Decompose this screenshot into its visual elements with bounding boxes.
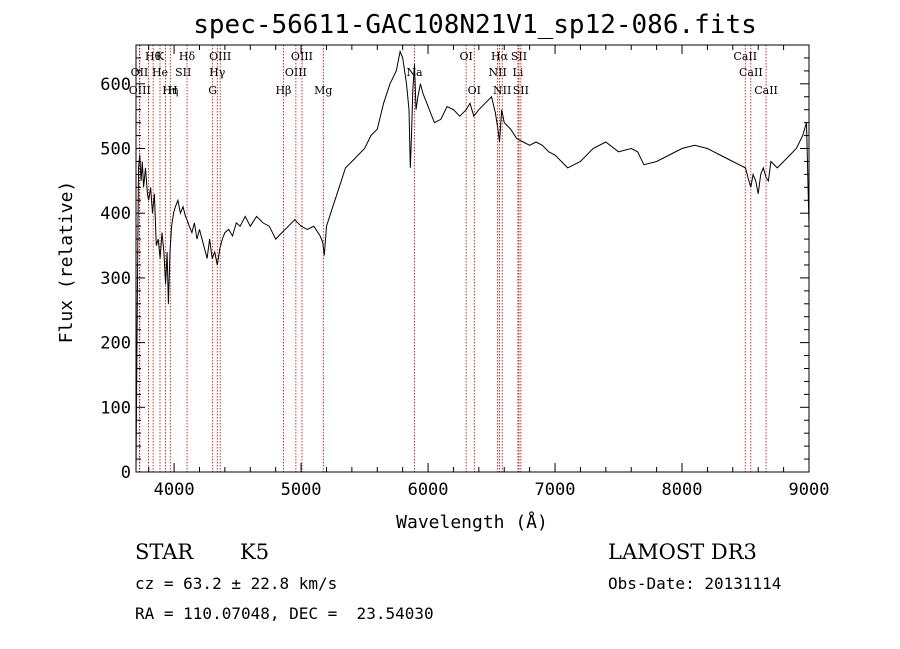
spectral-line-label: OI (459, 50, 472, 63)
spectral-line-label: CaII (754, 84, 778, 97)
spectral-line-label: OIII (209, 50, 231, 63)
spectral-line-label: Hγ (209, 66, 226, 79)
x-axis-label: Wavelength (Å) (396, 511, 548, 533)
spectral-line-label: OIII (291, 50, 313, 63)
spectral-line-label: G (208, 84, 217, 97)
spectral-line-label: SII (511, 50, 527, 63)
spectral-line-label: OII (131, 66, 149, 79)
x-tick-label: 9000 (789, 480, 830, 500)
x-tick-label: 4000 (154, 480, 195, 500)
y-tick-label: 100 (100, 398, 131, 418)
coordinates: RA = 110.07048, DEC = 23.54030 (135, 604, 434, 623)
y-tick-label: 300 (100, 269, 131, 289)
spectrum-series-line (135, 49, 810, 473)
object-type: STAR (135, 540, 194, 564)
spectral-line-label: Na (406, 66, 423, 79)
x-axis-ticks: 4000 5000 6000 7000 8000 9000 (148, 45, 830, 500)
spectral-line-label: Hδ (179, 50, 196, 63)
spectral-line-label: K (156, 50, 165, 63)
y-axis-label: Flux (relative) (56, 181, 77, 344)
spectral-line-label: OIII (285, 66, 307, 79)
spectral-line-label: Hα (491, 50, 509, 63)
y-tick-label: 200 (100, 334, 131, 354)
spectral-line-label: NII (488, 66, 506, 79)
spectral-line-label: Hη (162, 84, 178, 97)
x-tick-label: 7000 (535, 480, 576, 500)
spectral-line-label: He (152, 66, 168, 79)
chart-title: spec-56611-GAC108N21V1_sp12-086.fits (193, 10, 757, 40)
x-tick-label: 5000 (281, 480, 322, 500)
spectral-line-label: OIII (129, 84, 151, 97)
y-tick-label: 400 (100, 204, 131, 224)
x-tick-label: 6000 (408, 480, 449, 500)
spectral-line-label: CaII (739, 66, 763, 79)
spectral-line-label: SII (175, 66, 191, 79)
survey-name: LAMOST DR3 (608, 540, 757, 564)
spectral-line-label: NII (493, 84, 511, 97)
x-tick-label: 8000 (662, 480, 703, 500)
spectral-line-label: SII (513, 84, 529, 97)
y-tick-label: 0 (121, 463, 131, 483)
y-tick-label: 600 (100, 75, 131, 95)
spectral-line-label: Mg (314, 84, 332, 97)
redshift-cz: cz = 63.2 ± 22.8 km/s (135, 574, 338, 593)
obs-date: Obs-Date: 20131114 (608, 574, 782, 593)
spectral-line-label: CaII (733, 50, 757, 63)
plot-frame (135, 44, 810, 473)
subclass: K5 (240, 540, 270, 564)
spectral-line-label: Hθ (145, 50, 162, 63)
y-axis-ticks: 0 100 200 300 400 500 600 (100, 44, 809, 483)
spectral-line-label: Li (513, 66, 524, 79)
spectral-line-label: Hβ (275, 84, 291, 97)
spectral-line-label: OI (468, 84, 481, 97)
y-tick-label: 500 (100, 140, 131, 160)
spectral-line-label: H (168, 84, 178, 97)
